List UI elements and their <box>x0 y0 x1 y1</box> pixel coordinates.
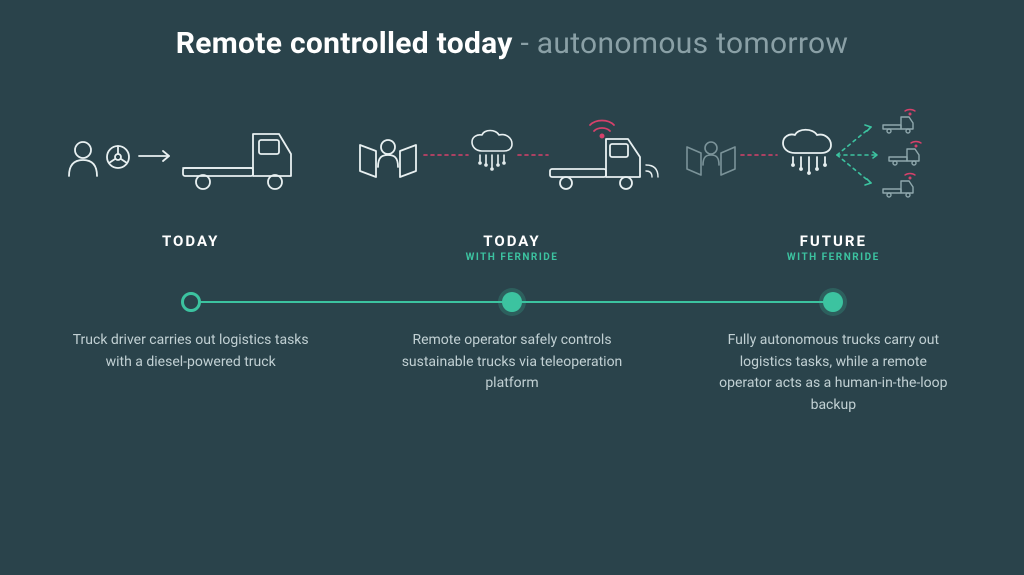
illustration-future <box>673 100 994 220</box>
timeline-dot-2 <box>823 292 843 312</box>
remote-operator-muted-icon <box>687 142 735 175</box>
fanout-icon <box>837 125 877 185</box>
cloud-data-icon <box>472 131 512 171</box>
stage-columns: TODAY <box>0 100 1024 275</box>
descriptions: Truck driver carries out logistics tasks… <box>0 330 1024 417</box>
stage-sublabel: WITH FERNRIDE <box>787 252 880 263</box>
timeline <box>0 290 1024 314</box>
small-truck-icon <box>883 174 915 198</box>
stage-description: Truck driver carries out logistics tasks… <box>30 330 351 417</box>
small-truck-icon <box>889 142 921 166</box>
stage-description: Fully autonomous trucks carry out logist… <box>673 330 994 417</box>
stage-label: FUTURE <box>787 232 880 250</box>
page-title: Remote controlled today - autonomous tom… <box>0 0 1024 61</box>
stage-future: FUTURE WITH FERNRIDE <box>673 100 994 275</box>
stage-today-fernride: TODAY WITH FERNRIDE <box>351 100 672 275</box>
title-strong: Remote controlled today <box>176 26 513 61</box>
title-light: autonomous tomorrow <box>537 26 849 61</box>
timeline-dot-1 <box>502 292 522 312</box>
illustration-today <box>30 100 351 220</box>
truck-signal-icon <box>550 139 658 189</box>
steering-wheel-icon <box>107 146 129 168</box>
title-separator: - <box>513 26 537 61</box>
stage-labels: TODAY <box>162 220 219 275</box>
timeline-dot-0 <box>181 292 201 312</box>
stage-labels: FUTURE WITH FERNRIDE <box>787 220 880 275</box>
stage-labels: TODAY WITH FERNRIDE <box>466 220 559 275</box>
remote-operator-icon <box>360 140 416 177</box>
stage-description: Remote operator safely controls sustaina… <box>351 330 672 417</box>
wifi-icon <box>590 121 614 138</box>
stage-label: TODAY <box>466 232 559 250</box>
truck-icon <box>183 134 291 189</box>
cloud-network-icon <box>783 130 831 174</box>
stage-today: TODAY <box>30 100 351 275</box>
stage-sublabel: WITH FERNRIDE <box>466 252 559 263</box>
stage-label: TODAY <box>162 232 219 250</box>
arrow-icon <box>139 151 169 161</box>
small-truck-icon <box>883 110 915 134</box>
illustration-today-fernride <box>351 100 672 220</box>
driver-icon <box>69 142 97 176</box>
